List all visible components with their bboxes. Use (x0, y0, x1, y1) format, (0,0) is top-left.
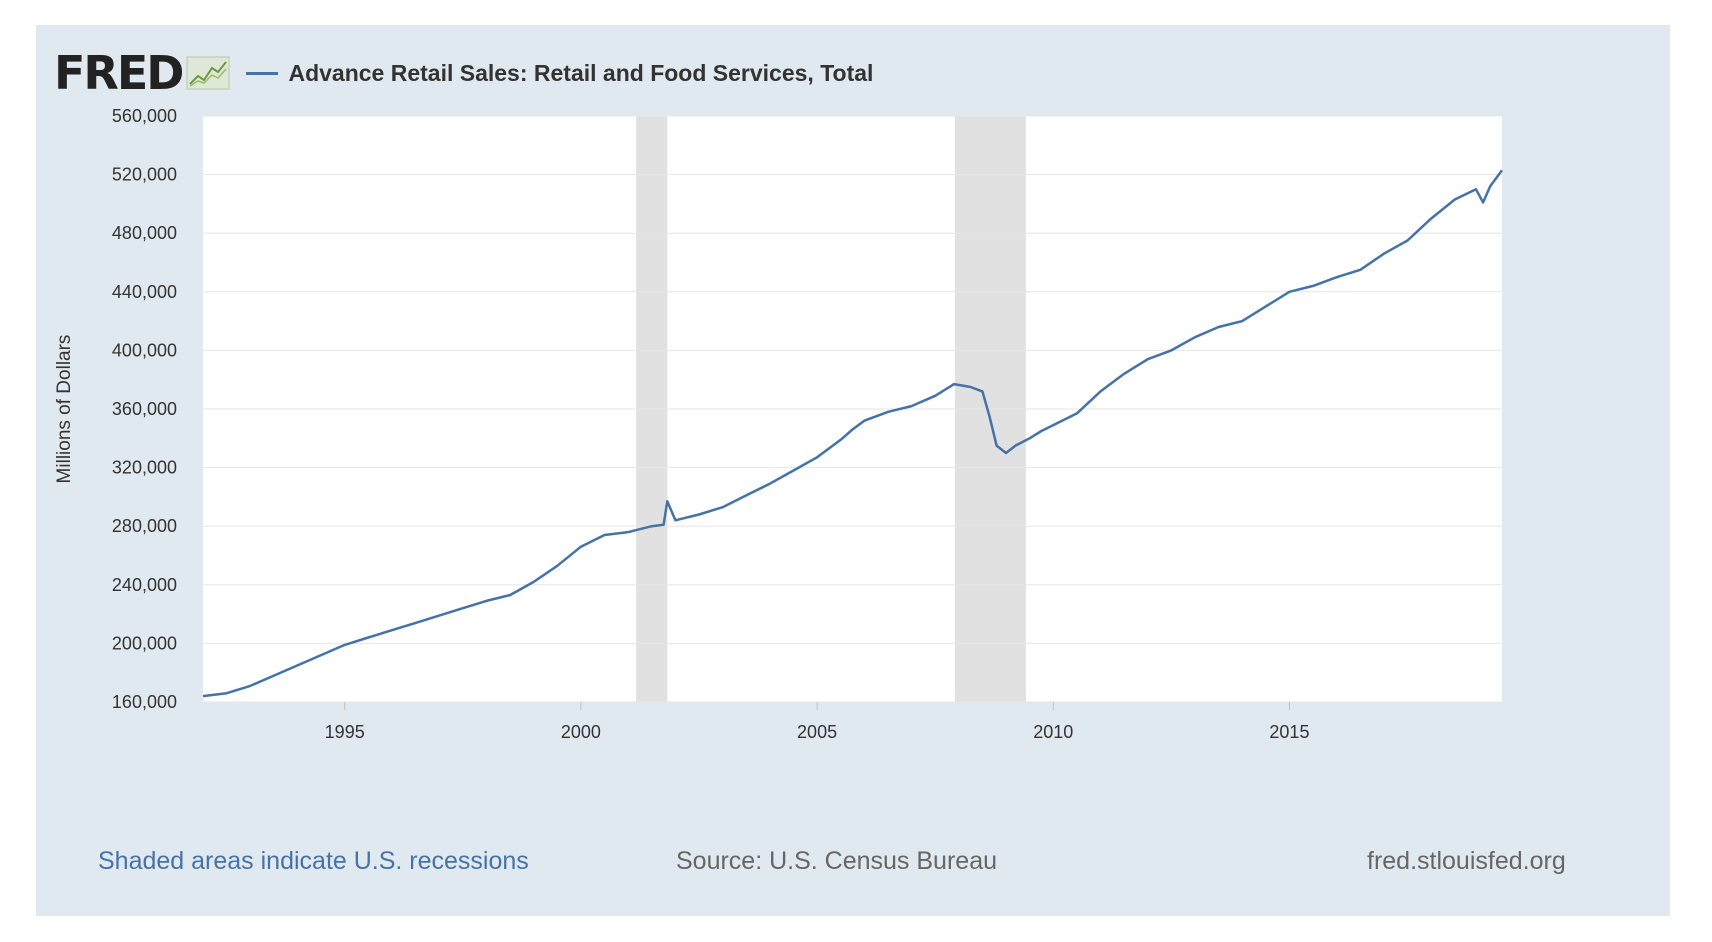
legend-series-line (246, 71, 279, 75)
site-link[interactable]: fred.stlouisfed.org (1367, 847, 1566, 875)
y-tick-label: 200,000 (112, 633, 177, 653)
recession-note-link[interactable]: Shaded areas indicate U.S. recessions (98, 847, 529, 875)
y-tick-label: 480,000 (112, 223, 177, 243)
source-text: Source: U.S. Census Bureau (676, 847, 997, 875)
y-tick-label: 560,000 (112, 106, 177, 126)
y-tick-label: 240,000 (112, 575, 177, 595)
x-tick-label: 2015 (1269, 722, 1309, 742)
y-tick-label: 440,000 (112, 282, 177, 302)
series-line[interactable] (202, 169, 1504, 698)
x-tick-label: 1995 (325, 722, 365, 742)
x-tick-label: 2000 (561, 722, 601, 742)
y-tick-label: 280,000 (112, 516, 177, 536)
x-tick-label: 2005 (797, 722, 837, 742)
line-chart: 160,000 200,000 240,000 280,000 320,000 360,0… (54, 106, 1504, 742)
y-axis-label: Millions of Dollars (54, 335, 75, 484)
chart-frame: FRED Advance Retail Sales: Retail and Fo… (36, 25, 1670, 916)
chart-header: FRED Advance Retail Sales: Retail and Fo… (54, 43, 873, 103)
y-tick-label: 400,000 (112, 340, 177, 360)
y-tick-label: 160,000 (112, 692, 177, 712)
fred-logo-graph-icon (186, 56, 230, 90)
fred-logo[interactable]: FRED (54, 46, 184, 100)
x-tick-label: 2010 (1033, 722, 1073, 742)
series-title[interactable]: Advance Retail Sales: Retail and Food Se… (288, 59, 874, 86)
y-tick-label: 360,000 (112, 399, 177, 419)
y-tick-label: 320,000 (112, 458, 177, 478)
y-tick-label: 520,000 (112, 165, 177, 185)
